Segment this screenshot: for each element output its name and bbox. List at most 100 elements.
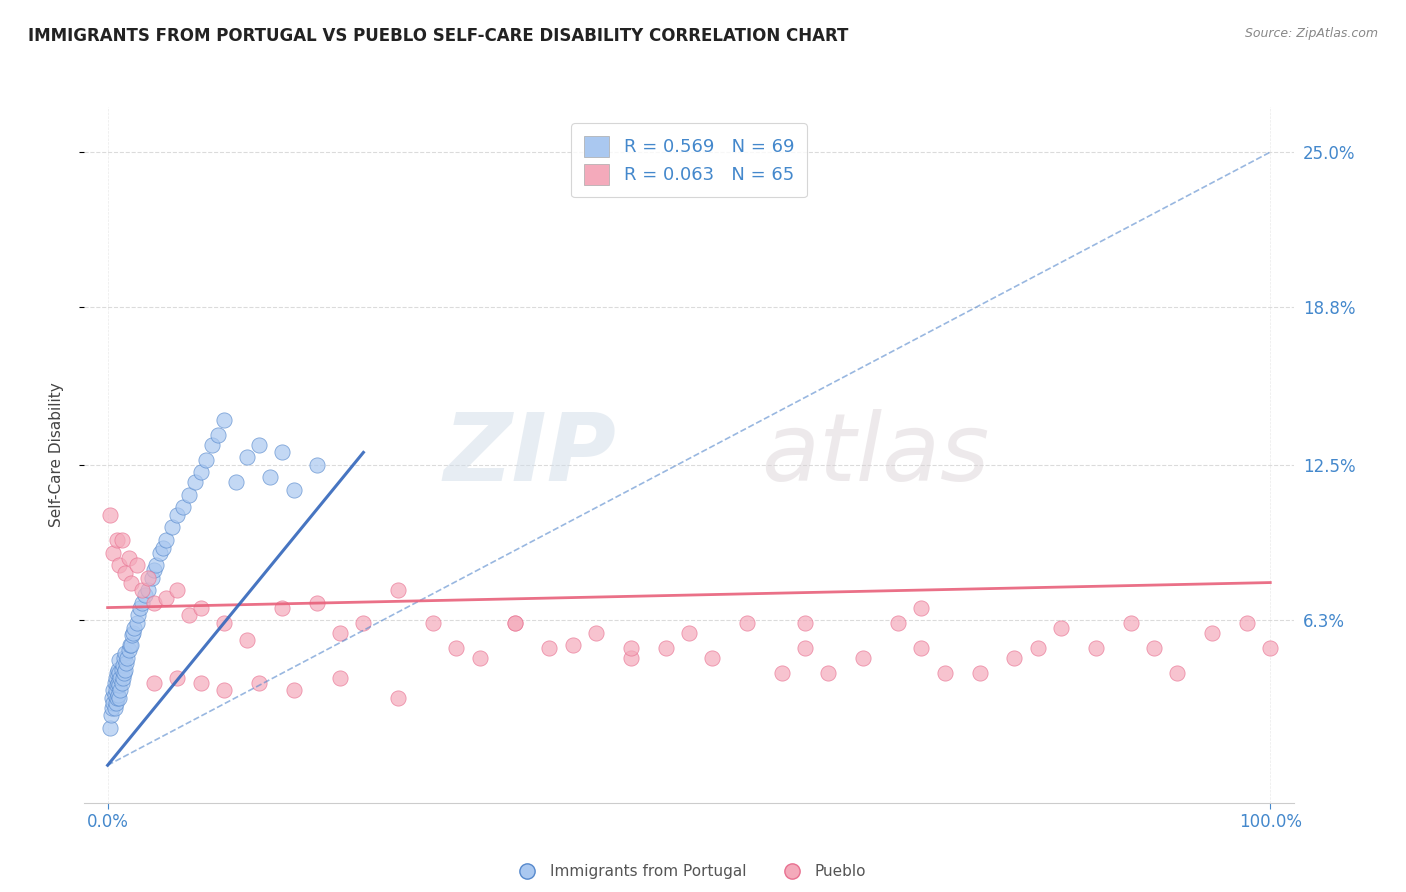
Point	[166, 508, 188, 522]
Point	[190, 600, 212, 615]
Point	[184, 475, 207, 490]
Point	[166, 671, 188, 685]
Point	[422, 615, 444, 630]
Point	[177, 608, 200, 623]
Point	[122, 625, 145, 640]
Point	[114, 646, 136, 660]
Text: atlas: atlas	[762, 409, 990, 500]
Point	[794, 640, 817, 655]
Point	[108, 678, 131, 692]
Point	[155, 591, 177, 605]
Point	[468, 650, 491, 665]
Point	[1166, 665, 1188, 680]
Point	[387, 583, 409, 598]
Point	[503, 615, 526, 630]
Point	[129, 600, 152, 615]
Point	[329, 671, 352, 685]
Point	[1026, 640, 1049, 655]
Point	[117, 650, 139, 665]
Point	[104, 688, 127, 702]
Point	[770, 665, 793, 680]
Point	[735, 615, 758, 630]
Point	[111, 671, 134, 685]
Point	[225, 475, 247, 490]
Point	[101, 690, 124, 705]
Point	[561, 638, 583, 652]
Point	[105, 690, 128, 705]
Point	[387, 690, 409, 705]
Point	[1050, 621, 1073, 635]
Point	[201, 438, 224, 452]
Point	[305, 596, 328, 610]
Text: IMMIGRANTS FROM PORTUGAL VS PUEBLO SELF-CARE DISABILITY CORRELATION CHART: IMMIGRANTS FROM PORTUGAL VS PUEBLO SELF-…	[28, 27, 848, 45]
Point	[131, 596, 153, 610]
Point	[620, 650, 643, 665]
Point	[212, 413, 235, 427]
Point	[283, 683, 305, 698]
Point	[111, 658, 134, 673]
Point	[107, 688, 129, 702]
Point	[105, 533, 128, 547]
Point	[103, 683, 125, 698]
Point	[212, 615, 235, 630]
Point	[103, 696, 125, 710]
Point	[108, 653, 131, 667]
Point	[141, 570, 163, 584]
Point	[195, 453, 218, 467]
Point	[620, 640, 643, 655]
Point	[117, 643, 139, 657]
Point	[115, 656, 138, 670]
Point	[172, 500, 194, 515]
Point	[98, 721, 121, 735]
Point	[817, 665, 839, 680]
Point	[114, 566, 136, 580]
Point	[104, 696, 127, 710]
Point	[110, 533, 132, 547]
Point	[247, 675, 270, 690]
Point	[207, 428, 229, 442]
Point	[910, 640, 932, 655]
Point	[98, 508, 121, 522]
Point	[117, 550, 139, 565]
Point	[105, 678, 128, 692]
Point	[143, 596, 166, 610]
Point	[143, 563, 166, 577]
Point	[127, 608, 149, 623]
Point	[110, 671, 132, 685]
Point	[160, 520, 183, 534]
Point	[1201, 625, 1223, 640]
Point	[118, 638, 141, 652]
Point	[1258, 640, 1281, 655]
Point	[259, 470, 281, 484]
Point	[1004, 650, 1026, 665]
Point	[125, 558, 148, 572]
Point	[149, 545, 172, 559]
Point	[104, 671, 127, 685]
Point	[1084, 640, 1107, 655]
Point	[103, 545, 125, 559]
Point	[100, 708, 122, 723]
Point	[678, 625, 700, 640]
Point	[136, 583, 159, 598]
Point	[352, 615, 374, 630]
Point	[143, 675, 166, 690]
Point	[124, 621, 146, 635]
Point	[136, 570, 159, 584]
Point	[271, 600, 294, 615]
Point	[283, 483, 305, 497]
Point	[114, 663, 136, 677]
Point	[101, 700, 124, 714]
Point	[329, 625, 352, 640]
Point	[108, 690, 131, 705]
Point	[190, 675, 212, 690]
Point	[105, 665, 128, 680]
Point	[110, 675, 132, 690]
Point	[110, 683, 132, 698]
Point	[538, 640, 561, 655]
Legend: Immigrants from Portugal, Pueblo: Immigrants from Portugal, Pueblo	[505, 858, 873, 886]
Point	[110, 663, 132, 677]
Point	[1119, 615, 1142, 630]
Point	[190, 466, 212, 480]
Point	[152, 541, 174, 555]
Point	[104, 683, 127, 698]
